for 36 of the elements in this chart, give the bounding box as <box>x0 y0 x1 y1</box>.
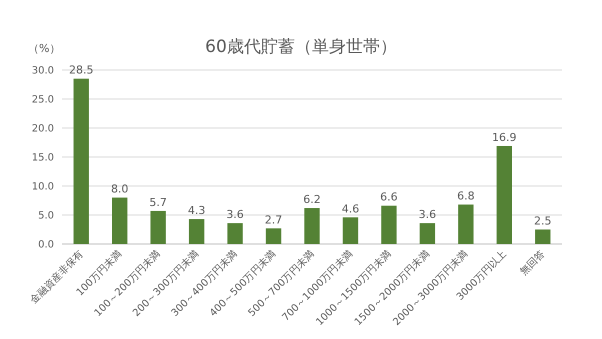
x-tick-label: 無回答 <box>518 248 548 278</box>
bar <box>150 210 166 244</box>
y-tick-label: 10.0 <box>32 182 54 192</box>
chart-title: 60歳代貯蓄（単身世帯） <box>205 37 397 57</box>
data-label: 6.8 <box>457 190 475 203</box>
bar <box>304 208 320 244</box>
bar <box>188 219 204 244</box>
bar <box>535 230 550 244</box>
bar <box>227 223 243 244</box>
bar <box>112 198 128 244</box>
data-label: 2.5 <box>534 214 552 228</box>
bar <box>381 206 397 244</box>
y-axis-title: （%） <box>28 42 60 55</box>
data-label: 6.2 <box>303 193 321 206</box>
data-label: 2.7 <box>264 213 282 226</box>
bar <box>74 78 89 244</box>
y-tick-label: 20.0 <box>32 124 54 134</box>
data-label: 3.6 <box>226 208 244 222</box>
y-tick-label: 30.0 <box>32 66 54 76</box>
bar <box>496 146 512 244</box>
y-tick-label: 0.0 <box>38 240 54 250</box>
data-label: 16.9 <box>492 130 517 144</box>
y-tick-label: 25.0 <box>32 94 54 106</box>
data-label: 8.0 <box>110 182 128 196</box>
data-label: 5.7 <box>149 196 167 209</box>
y-tick-label: 5.0 <box>38 210 54 222</box>
bar <box>342 217 358 244</box>
y-tick-label: 15.0 <box>32 152 54 164</box>
data-label: 4.3 <box>188 204 206 218</box>
bar <box>458 204 474 244</box>
data-label: 4.6 <box>342 202 360 216</box>
bar <box>266 228 282 244</box>
bar <box>420 223 436 244</box>
data-label: 6.6 <box>380 190 398 204</box>
data-label: 28.5 <box>68 64 94 77</box>
data-label: 3.6 <box>418 208 436 222</box>
